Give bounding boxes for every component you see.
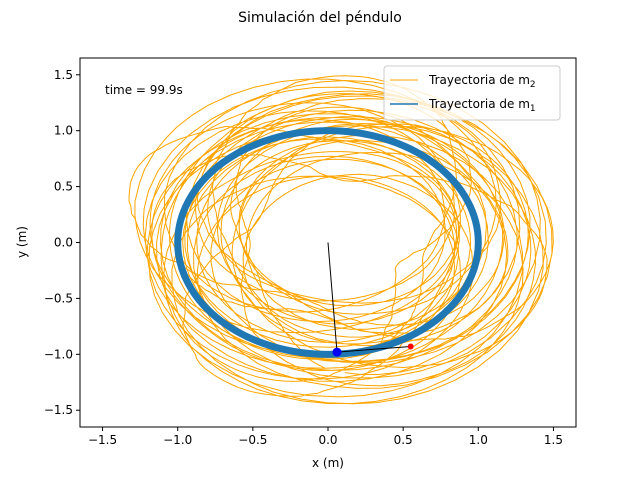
y-tick-label: −1.0 — [44, 347, 73, 361]
chart-title: Simulación del péndulo — [238, 10, 402, 26]
x-axis-label: x (m) — [312, 456, 344, 470]
data-layer — [128, 75, 554, 405]
x-tick-label: 0.5 — [394, 433, 413, 447]
legend-box — [383, 65, 561, 121]
y-tick-label: 1.5 — [54, 68, 73, 82]
legend-label-m1: Trayectoria de m1 — [428, 97, 536, 114]
pendulum-rod-1 — [327, 242, 338, 353]
x-axis: −1.5 −1.0 −0.5 0.0 0.5 1.0 1.5 — [88, 427, 563, 447]
pendulum-rod-2 — [336, 345, 411, 353]
legend-label-m2-sub: 2 — [530, 80, 536, 90]
legend-label-m1-sub: 1 — [530, 104, 536, 114]
y-tick-label: 0.0 — [54, 236, 73, 250]
time-annotation: time = 99.9s — [105, 83, 183, 97]
legend-label-m2-base: Trayectoria de m — [428, 73, 530, 87]
y-tick-label: 1.0 — [54, 124, 73, 138]
mass-m1 — [332, 347, 342, 357]
x-tick-label: 0.0 — [318, 433, 337, 447]
mass-m2 — [407, 343, 414, 350]
x-tick-label: −1.0 — [163, 433, 192, 447]
y-tick-label: 0.5 — [54, 180, 73, 194]
x-tick-label: 1.0 — [469, 433, 488, 447]
legend-label-m1-base: Trayectoria de m — [428, 97, 530, 111]
x-tick-label: −1.5 — [88, 433, 117, 447]
x-tick-label: 1.5 — [544, 433, 563, 447]
y-tick-label: −0.5 — [44, 291, 73, 305]
y-tick-label: −1.5 — [44, 403, 73, 417]
x-tick-label: −0.5 — [238, 433, 267, 447]
series-m1-line — [174, 127, 482, 358]
series-m2-line — [128, 75, 554, 405]
legend: Trayectoria de m2 Trayectoria de m1 — [383, 65, 561, 121]
y-axis-label: y (m) — [15, 226, 29, 258]
y-axis: −1.5 −1.0 −0.5 0.0 0.5 1.0 1.5 — [44, 68, 80, 417]
legend-label-m2: Trayectoria de m2 — [428, 73, 536, 90]
